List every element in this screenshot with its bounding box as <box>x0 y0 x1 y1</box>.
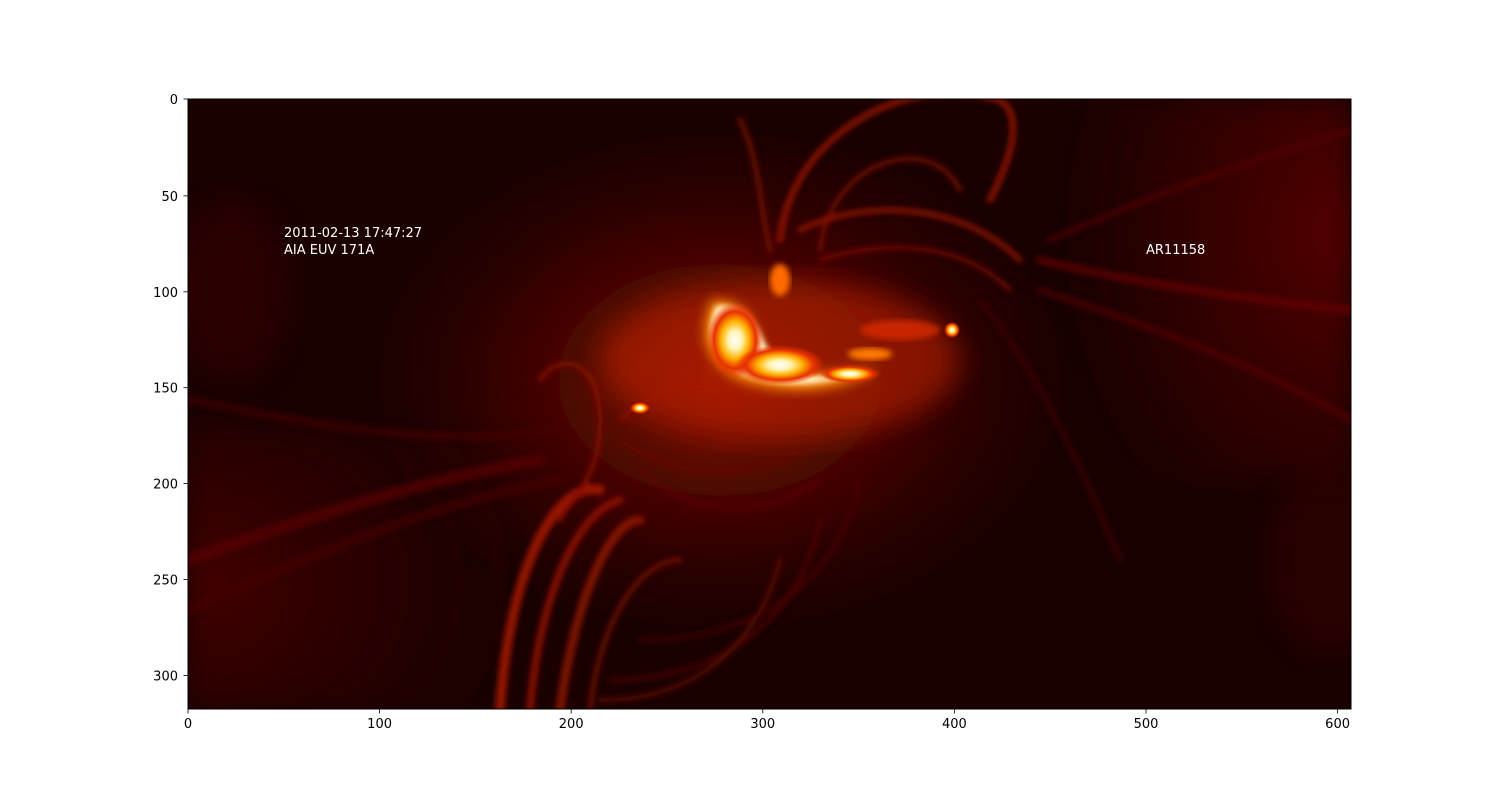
x-tick-label: 600 <box>1325 717 1350 732</box>
x-tick-label: 400 <box>942 717 967 732</box>
y-tick-label: 250 <box>153 574 178 589</box>
flare-region <box>600 264 960 440</box>
solar-image <box>188 99 1351 709</box>
x-tick-label: 300 <box>750 717 775 732</box>
x-tick-label: 200 <box>559 717 584 732</box>
coronal-loops <box>188 99 1351 709</box>
x-tick-label: 0 <box>184 717 192 732</box>
x-axis: 0 100 200 300 400 500 600 <box>184 709 1350 732</box>
annotations: 2011-02-13 17:47:27 AIA EUV 171A AR11158 <box>284 226 1205 258</box>
timestamp-label: 2011-02-13 17:47:27 <box>284 226 422 241</box>
y-tick-label: 300 <box>153 669 178 684</box>
plot-frame <box>187 98 1352 710</box>
x-tick-label: 500 <box>1134 717 1159 732</box>
instrument-label: AIA EUV 171A <box>284 243 374 258</box>
region-label: AR11158 <box>1146 243 1205 258</box>
y-tick-label: 200 <box>153 478 178 493</box>
y-tick-label: 150 <box>153 382 178 397</box>
y-tick-label: 0 <box>170 93 178 108</box>
y-axis: 0 50 100 150 200 250 300 <box>153 93 188 684</box>
x-tick-label: 100 <box>367 717 392 732</box>
y-tick-label: 100 <box>153 286 178 301</box>
y-tick-label: 50 <box>161 190 178 205</box>
